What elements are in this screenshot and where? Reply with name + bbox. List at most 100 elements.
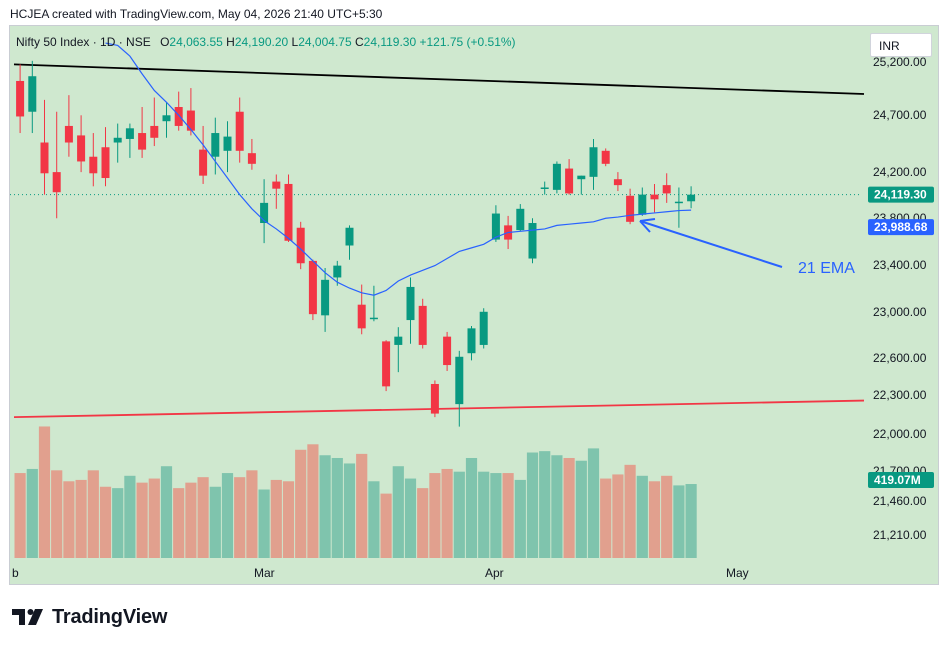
volume-bar [331,457,343,558]
candle-body [516,208,525,231]
candle-body [321,279,330,316]
y-tick-label: 25,200.00 [873,55,927,69]
candle-body [650,194,659,200]
volume-bar [490,473,502,558]
volume-bars [14,426,697,558]
ema21-line [105,42,692,296]
annotation-arrow-head [639,218,656,233]
candle-body [28,76,37,112]
y-tick-label: 21,460.00 [873,494,927,508]
candle-body [443,336,452,366]
price-chart[interactable]: 21 EMA 25,200.0024,700.0024,200.0023,800… [10,26,938,584]
volume-bar [453,471,465,558]
candle-body [577,175,586,180]
price-axis[interactable]: 25,200.0024,700.0024,200.0023,800.0023,4… [868,55,934,542]
currency-button[interactable]: INR [870,33,932,57]
volume-bar [526,452,539,558]
volume-bar [295,449,307,558]
volume-bar [478,471,490,558]
candle-body [89,156,98,174]
volume-bar [173,488,185,558]
volume-bar [417,488,429,558]
candle-body [125,128,134,139]
volume-bar [148,478,160,558]
volume-bar [38,426,51,558]
candle-body [199,149,208,176]
ohlc-legend: Nifty 50 Index · 1D · NSE O24,063.55 H24… [16,35,516,49]
volume-bar [185,482,197,558]
trendlines [10,63,865,419]
candle-body [491,213,500,240]
volume-bar [258,489,270,558]
candle-body [308,260,317,315]
volume-bar [624,464,636,558]
open-label: O [160,35,170,49]
candle-body [589,147,598,177]
candle-body [613,179,622,186]
candle-body [552,163,561,190]
y-tick-label: 23,000.00 [873,305,927,319]
candle-body [467,328,476,354]
y-tick-label: 23,400.00 [873,258,927,272]
y-tick-label: 21,210.00 [873,528,927,542]
candle-body [565,168,574,194]
candle-body [284,183,293,241]
volume-bar [661,475,673,558]
volume-bar [673,485,685,558]
chart-frame[interactable]: 21 EMA 25,200.00 24,700.00 24,200.00 23,800… [9,25,939,585]
volume-bar [575,460,587,558]
volume-bar [51,470,63,558]
y-tick-label: 24,700.00 [873,108,927,122]
volume-bar [356,453,368,558]
candle-body [540,187,549,189]
volume-bar [685,484,697,558]
volume-bar [87,470,99,558]
volume-bar [112,488,124,558]
volume-bar [246,470,258,558]
volume-bar [124,475,136,558]
candle-body [77,135,86,162]
close-value: 24,119.30 [363,35,417,49]
volume-bar [14,473,26,558]
volume-bar [234,477,246,558]
volume-bar [502,473,514,558]
candle-body [430,383,439,414]
candle-body [235,111,244,151]
y-tick-label: 22,600.00 [873,351,927,365]
candle-body [272,181,281,189]
volume-bar [392,466,404,558]
volume-bar [99,486,112,558]
resistance-trendline [13,63,865,95]
annotation-label: 21 EMA [798,260,855,277]
candle-body [16,80,25,117]
y-tick-label: 24,200.00 [873,165,927,179]
support-trendline [13,399,865,419]
brand-name: TradingView [52,605,168,628]
y-tick-label: 22,000.00 [873,427,927,441]
candle-body [345,227,354,246]
x-tick-label: Mar [254,566,275,580]
candle-body [382,341,391,387]
candle-body [333,265,342,278]
volume-bar [221,473,234,558]
candle-body [528,223,537,259]
open-value: 24,063.55 [169,35,223,49]
volume-bar [197,477,209,558]
candle-body [101,147,110,179]
candlesticks [16,60,696,427]
candle-body [406,286,415,321]
volume-bar [539,451,551,558]
volume-bar [343,463,356,558]
y-tick-label: 22,300.00 [873,388,927,402]
volume-bar [587,448,600,558]
time-axis[interactable]: b Mar Apr May [12,566,749,580]
candle-body [662,185,671,194]
last-price-label-bg [868,186,934,203]
chart-header-text: HCJEA created with TradingView.com, May … [10,7,383,21]
last-price-label: 24,119.30 [874,188,927,202]
candle-body [394,336,403,345]
volume-bar [270,479,282,558]
candle-body [40,142,49,174]
volume-bar [136,482,148,558]
candle-body [674,201,683,204]
